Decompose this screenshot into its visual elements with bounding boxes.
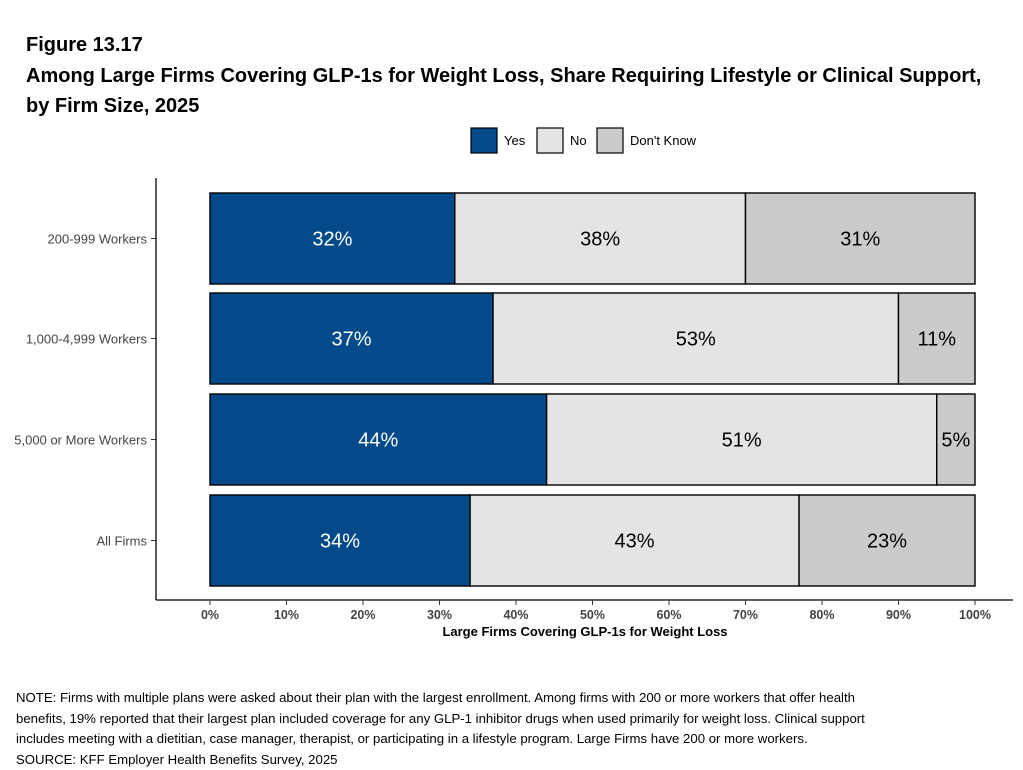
figure-number: Figure 13.17 [26, 34, 143, 56]
legend-label-no: No [570, 133, 587, 148]
source-line: SOURCE: KFF Employer Health Benefits Sur… [16, 751, 338, 767]
x-axis-title: Large Firms Covering GLP-1s for Weight L… [442, 624, 727, 639]
title-block: Figure 13.17 Among Large Firms Covering … [26, 30, 1006, 121]
bar-don-t-know-1-000-4-999-workers [897, 292, 976, 385]
bar-no-1-000-4-999-workers [492, 292, 900, 385]
category-label: All Firms [96, 534, 147, 549]
x-tick-label: 100% [959, 608, 991, 622]
x-tick-label: 0% [201, 608, 219, 622]
x-tick-label: 70% [733, 608, 758, 622]
x-tick-label: 90% [886, 608, 911, 622]
data-label: 37% [332, 329, 372, 351]
data-label: 44% [358, 430, 398, 452]
category-label: 1,000-4,999 Workers [26, 332, 148, 347]
category-label: 200-999 Workers [48, 232, 148, 247]
bar-yes-all-firms [209, 494, 471, 587]
note-block: NOTE: Firms with multiple plans were ask… [16, 688, 1016, 770]
bar-yes-5-000-or-more-workers [209, 393, 548, 486]
x-tick-label: 60% [656, 608, 681, 622]
data-label: 38% [580, 229, 620, 251]
data-label: 11% [917, 329, 956, 351]
axes: 200-999 Workers 1,000-4,999 Workers 5,000 … [14, 178, 1013, 639]
bars: 32% 38% 31% 37% 53% 11% 44% 51% 5% 34% 43% 23% [209, 192, 976, 587]
note-line: includes meeting with a dietitian, case … [16, 731, 808, 746]
note-line: benefits, 19% reported that their larges… [16, 710, 865, 726]
x-tick-label: 50% [580, 608, 605, 622]
x-tick-label: 30% [427, 608, 452, 622]
bar-yes-1-000-4-999-workers [209, 292, 494, 385]
data-label: 31% [840, 229, 880, 251]
legend-label-yes: Yes [504, 133, 526, 148]
data-label: 23% [867, 531, 907, 553]
data-label: 5% [941, 430, 970, 452]
data-label: 32% [312, 229, 352, 251]
legend: Yes No Don't Know [470, 127, 697, 154]
bar-no-all-firms [469, 494, 800, 587]
figure-title: Among Large Firms Covering GLP-1s for We… [26, 65, 982, 117]
x-tick-label: 10% [274, 608, 299, 622]
legend-label-don-t-know: Don't Know [630, 133, 697, 148]
bar-yes-200-999-workers [209, 192, 456, 285]
bar-don-t-know-all-firms [798, 494, 976, 587]
bar-don-t-know-200-999-workers [744, 192, 976, 285]
data-label: 51% [722, 430, 762, 452]
x-tick-label: 40% [503, 608, 528, 622]
bar-no-200-999-workers [454, 192, 747, 285]
x-tick-label: 80% [809, 608, 834, 622]
note-line: NOTE: Firms with multiple plans were ask… [16, 690, 855, 705]
legend-swatch-don-t-know [596, 127, 624, 154]
data-label: 34% [320, 531, 360, 553]
x-tick-label: 20% [350, 608, 375, 622]
data-label: 53% [676, 329, 716, 351]
bar-don-t-know-5-000-or-more-workers [936, 393, 976, 486]
legend-swatch-yes [470, 127, 498, 154]
data-label: 43% [615, 531, 655, 553]
category-label: 5,000 or More Workers [14, 433, 147, 448]
legend-swatch-no [536, 127, 564, 154]
